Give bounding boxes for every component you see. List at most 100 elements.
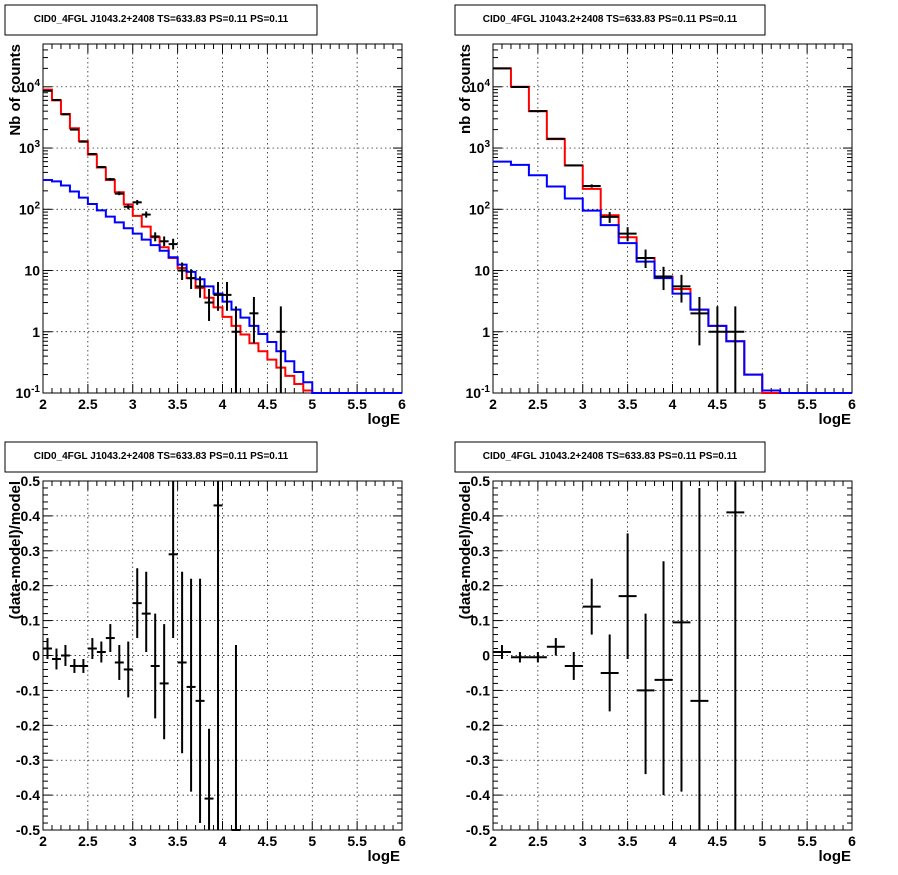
y-tick-label: 0.1	[21, 613, 41, 629]
x-tick-label: 3.5	[168, 396, 188, 412]
y-tick-label: 0.1	[471, 613, 491, 629]
y-tick-label: -0.3	[16, 752, 40, 768]
data-point	[222, 281, 232, 311]
y-tick-label: -0.1	[466, 682, 490, 698]
y-tick-label: -0.5	[16, 822, 40, 838]
data-point	[177, 262, 187, 281]
x-tick-label: 3.5	[618, 833, 638, 849]
title-box	[4, 4, 318, 36]
plot-frame	[492, 480, 853, 831]
data-point	[618, 227, 637, 242]
y-tick-label: 0.2	[471, 578, 491, 594]
x-tick-label: 5.5	[347, 833, 367, 849]
x-tick-label: 2.5	[78, 833, 98, 849]
title-box	[4, 441, 318, 473]
data-point	[69, 128, 79, 131]
y-axis-label: Nb of counts	[7, 44, 24, 136]
x-tick-label: 6	[848, 833, 856, 849]
chart-title: CID0_4FGL J1043.2+2408 TS=633.83 PS=0.11…	[483, 14, 738, 25]
data-point	[618, 533, 637, 659]
x-tick-label: 2.5	[528, 833, 548, 849]
data-point	[141, 571, 151, 653]
data-point	[123, 204, 133, 210]
y-tick-label: 104	[19, 78, 41, 95]
data-point	[204, 728, 214, 830]
y-tick-label: 0.3	[471, 543, 491, 559]
chart-title: CID0_4FGL J1043.2+2408 TS=633.83 PS=0.11…	[34, 451, 289, 462]
data-point	[114, 645, 124, 680]
y-tick-label: 1	[32, 324, 40, 340]
data-point	[150, 232, 160, 242]
data-point	[276, 306, 286, 393]
y-tick-label: 10-1	[466, 384, 491, 401]
data-point	[96, 165, 106, 169]
x-tick-label: 2	[489, 833, 497, 849]
data-point	[726, 306, 745, 393]
data-point	[564, 164, 583, 167]
data-point	[636, 613, 655, 775]
data-point	[132, 568, 142, 639]
data-point	[96, 641, 106, 663]
x-tick-label: 2	[489, 396, 497, 412]
x-tick-label: 3.5	[168, 833, 188, 849]
x-tick-label: 6	[398, 396, 406, 412]
y-tick-label: -0.4	[466, 787, 490, 803]
x-tick-label: 4	[669, 833, 677, 849]
y-tick-label: 0.4	[21, 508, 41, 524]
chart-title: CID0_4FGL J1043.2+2408 TS=633.83 PS=0.11…	[483, 451, 738, 462]
data-point	[168, 238, 178, 250]
y-tick-label: 0.2	[21, 578, 41, 594]
blue-model-histogram	[43, 179, 402, 394]
data-point	[60, 645, 70, 666]
data-point	[708, 306, 727, 393]
x-tick-label: 5	[308, 833, 316, 849]
x-tick-label: 3	[579, 396, 587, 412]
data-point	[654, 266, 673, 291]
counts-right-panel: CID0_4FGL J1043.2+2408 TS=633.83 PS=0.11…	[454, 4, 856, 428]
y-tick-label: 104	[469, 78, 491, 95]
x-tick-label: 5.5	[347, 396, 367, 412]
title-box	[454, 441, 766, 473]
y-tick-label: -0.2	[16, 717, 40, 733]
data-point	[123, 641, 133, 698]
data-point	[690, 487, 709, 830]
x-tick-label: 3.5	[618, 396, 638, 412]
x-axis-label: logE	[368, 848, 401, 865]
data-point	[78, 658, 88, 673]
title-box	[454, 4, 766, 36]
residuals-left-panel: CID0_4FGL J1043.2+2408 TS=633.83 PS=0.11…	[4, 441, 406, 865]
data-point	[493, 67, 511, 70]
data-point	[672, 481, 691, 792]
data-point	[177, 571, 187, 754]
data-point	[43, 89, 52, 92]
x-tick-label: 4	[219, 396, 227, 412]
x-axis-label: logE	[819, 411, 852, 428]
x-tick-label: 4.5	[258, 833, 278, 849]
y-axis-label: (data-model)/model	[7, 481, 24, 619]
x-tick-label: 5	[758, 396, 766, 412]
data-point	[600, 212, 619, 223]
x-tick-label: 2	[39, 396, 47, 412]
y-tick-label: -0.5	[466, 822, 490, 838]
data-point	[546, 638, 565, 656]
x-tick-label: 6	[848, 396, 856, 412]
chart-title: CID0_4FGL J1043.2+2408 TS=633.83 PS=0.11…	[34, 14, 289, 25]
data-point	[690, 296, 709, 346]
y-tick-label: -0.4	[16, 787, 40, 803]
data-point	[231, 645, 241, 831]
data-point	[726, 481, 745, 830]
y-tick-label: 102	[19, 200, 41, 217]
x-axis-label: logE	[819, 848, 852, 865]
data-point	[186, 269, 196, 289]
y-tick-label: 0.3	[21, 543, 41, 559]
data-point	[249, 296, 259, 344]
data-point	[132, 199, 142, 205]
y-tick-label: 103	[19, 139, 41, 156]
y-tick-label: 1	[482, 324, 490, 340]
data-point	[564, 652, 583, 680]
data-point	[510, 85, 529, 88]
data-point	[204, 288, 214, 321]
x-tick-label: 3	[129, 396, 137, 412]
data-point	[141, 211, 151, 218]
